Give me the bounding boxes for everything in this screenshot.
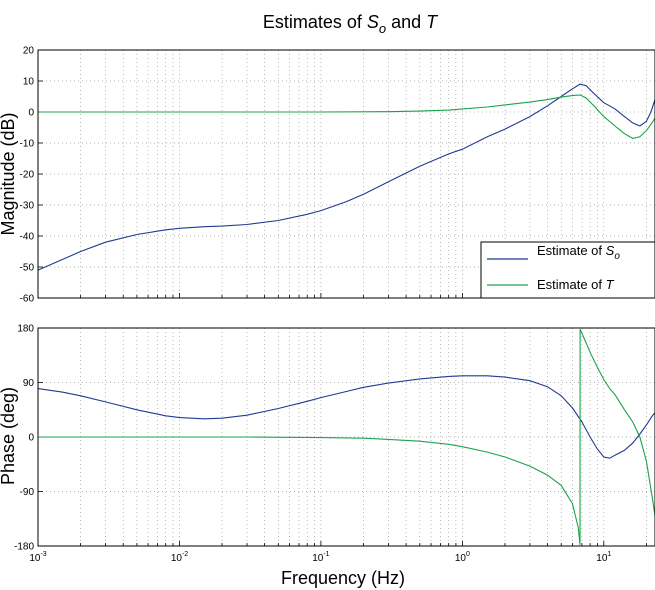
phase-tick-labels: 180 90 0 -90 -180 (14, 324, 34, 553)
magnitude-series-estimate-so (37, 83, 655, 271)
frequency-tick-label: 100 (455, 551, 470, 564)
magnitude-series (37, 83, 655, 271)
phase-series-estimate-so (37, 375, 655, 459)
phase-series (37, 328, 655, 545)
phase-y-tick-label: 90 (23, 378, 35, 389)
frequency-tick-labels: 10-3 10-2 10-1 100 101 (29, 551, 611, 564)
magnitude-y-tick-label: -30 (20, 201, 35, 212)
frequency-tick-label: 10-3 (29, 551, 46, 564)
legend-box (480, 241, 655, 299)
phase-y-tick-label: 0 (28, 433, 34, 444)
frequency-tick-label: 101 (596, 551, 611, 564)
magnitude-y-tick-label: -20 (20, 170, 35, 181)
magnitude-y-tick-label: -40 (20, 232, 35, 243)
magnitude-y-tick-label: -60 (20, 294, 35, 305)
phase-y-tick-label: 180 (17, 324, 34, 335)
magnitude-ylabel: Magnitude (dB) (0, 112, 18, 235)
magnitude-tick-labels: 20 10 0 -10 -20 -30 -40 -50 -60 (20, 46, 35, 305)
phase-series-estimate-t (38, 328, 655, 545)
figure-title: Estimates of So and T (263, 12, 439, 36)
magnitude-grid (37, 49, 655, 299)
magnitude-plot: 20 10 0 -10 -20 -30 -40 -50 -60 Magnitude (dB) E… (0, 46, 655, 305)
frequency-xlabel: Frequency (Hz) (281, 568, 405, 588)
magnitude-y-tick-label: 10 (23, 77, 35, 88)
frequency-tick-label: 10-1 (312, 551, 329, 564)
phase-y-tick-label: -90 (20, 487, 35, 498)
legend-label-t: Estimate of T (537, 277, 615, 292)
frequency-tick-label: 10-2 (171, 551, 188, 564)
magnitude-y-tick-label: 20 (23, 46, 35, 57)
magnitude-y-tick-label: -10 (20, 139, 35, 150)
phase-y-tick-label: -180 (14, 542, 34, 553)
legend-label-so: Estimate of So (537, 243, 620, 262)
legend: Estimate of So Estimate of T (480, 241, 655, 299)
magnitude-axes-frame (37, 49, 655, 299)
magnitude-y-tick-label: 0 (28, 108, 34, 119)
magnitude-series-estimate-t (38, 94, 655, 139)
phase-ylabel: Phase (deg) (0, 387, 18, 485)
phase-axes-frame (37, 327, 655, 547)
magnitude-y-tick-label: -50 (20, 263, 35, 274)
